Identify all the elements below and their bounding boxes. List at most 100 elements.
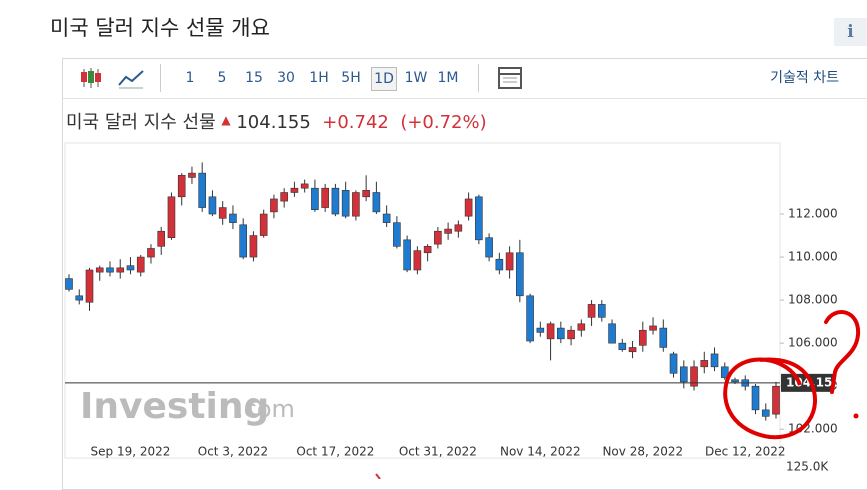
candle-body bbox=[341, 190, 350, 217]
candle-body bbox=[772, 385, 780, 415]
candle-body bbox=[177, 174, 186, 198]
candle-body bbox=[638, 329, 647, 346]
candle-body bbox=[536, 327, 545, 333]
candle-body bbox=[65, 278, 73, 290]
annotation-question bbox=[824, 310, 861, 394]
candle-body bbox=[434, 230, 442, 245]
separator bbox=[160, 64, 161, 92]
candle-body bbox=[608, 323, 616, 344]
candle-body bbox=[393, 222, 401, 247]
interval-button[interactable]: 5H bbox=[341, 70, 361, 86]
candle-body bbox=[413, 250, 422, 271]
interval-button[interactable]: 5 bbox=[217, 70, 227, 86]
candle-body bbox=[526, 295, 534, 342]
candle-body bbox=[218, 207, 227, 219]
candle-body bbox=[136, 256, 145, 273]
annotation-dot bbox=[853, 413, 859, 419]
candle-body bbox=[710, 353, 719, 368]
candle-body bbox=[495, 258, 504, 271]
candle-body bbox=[690, 366, 698, 387]
interval-button[interactable]: 15 bbox=[245, 70, 263, 86]
candle-body bbox=[679, 366, 688, 383]
candle-body bbox=[546, 323, 555, 340]
candle-body bbox=[362, 190, 370, 198]
x-tick-label: Dec 12, 2022 bbox=[705, 445, 785, 459]
change: +0.742 bbox=[322, 112, 389, 133]
y-tick-label: 108.000 bbox=[788, 293, 838, 307]
candle-body bbox=[628, 347, 637, 353]
interval-button[interactable]: 1H bbox=[309, 70, 329, 86]
candle-body bbox=[475, 196, 483, 241]
candle-body bbox=[95, 267, 104, 273]
candle-body bbox=[85, 269, 94, 303]
candle-body bbox=[321, 187, 329, 208]
candle-body bbox=[352, 192, 360, 217]
candle-body bbox=[557, 327, 565, 340]
candle-body bbox=[649, 325, 657, 331]
interval-button[interactable]: 30 bbox=[277, 70, 295, 86]
candle-body bbox=[167, 196, 176, 238]
up-arrow: ▲ bbox=[221, 113, 231, 127]
watermark-brand: Investing bbox=[80, 386, 269, 427]
volume-label: 125.0K bbox=[786, 460, 829, 474]
candle-body bbox=[126, 265, 135, 271]
interval-button[interactable]: 1 bbox=[185, 70, 195, 86]
candle-body bbox=[720, 366, 729, 378]
candle-body bbox=[157, 230, 166, 247]
candle-body bbox=[669, 353, 678, 374]
candle-body bbox=[659, 327, 668, 348]
candle-body bbox=[751, 385, 760, 411]
interval-button[interactable]: 1M bbox=[437, 70, 459, 86]
candle-body bbox=[147, 248, 155, 258]
x-tick-label: Nov 14, 2022 bbox=[500, 445, 581, 459]
candle-body bbox=[618, 342, 627, 350]
candle-body bbox=[239, 224, 247, 258]
watermark-suffix: .com bbox=[236, 395, 295, 423]
interval-button[interactable]: 1D bbox=[371, 67, 397, 91]
interval-button[interactable]: 1W bbox=[404, 70, 428, 86]
line-icon[interactable] bbox=[116, 63, 146, 93]
annotation-circle bbox=[723, 357, 817, 440]
candle-body bbox=[577, 323, 586, 331]
candle-body bbox=[116, 267, 125, 273]
y-tick-label: 112.000 bbox=[788, 207, 838, 221]
page-title: 미국 달러 지수 선물 개요 bbox=[50, 16, 270, 40]
volume-bar bbox=[375, 473, 381, 479]
chart: Investing .com 125.0K 102.000104.000106.… bbox=[64, 142, 861, 479]
candle-body bbox=[403, 239, 411, 271]
candle-body bbox=[311, 187, 319, 211]
candle-body bbox=[444, 228, 452, 234]
candle-body bbox=[331, 187, 340, 215]
candle-body bbox=[259, 213, 268, 236]
change-percent: (+0.72%) bbox=[400, 112, 487, 133]
candle-body bbox=[249, 235, 258, 258]
candle-body bbox=[280, 192, 288, 202]
x-tick-label: Sep 19, 2022 bbox=[91, 445, 171, 459]
candle-body bbox=[700, 360, 709, 368]
candle-body bbox=[587, 304, 596, 318]
candle-body bbox=[75, 295, 84, 301]
candle-body bbox=[598, 304, 606, 318]
technical-chart-link[interactable]: 기술적 차트 bbox=[770, 70, 839, 86]
quote-line: 미국 달러 지수 선물 ▲ 104.155 +0.742 (+0.72%) bbox=[66, 108, 487, 134]
candle-body bbox=[270, 198, 278, 213]
x-tick-label: Oct 17, 2022 bbox=[296, 445, 374, 459]
candle-body bbox=[198, 172, 207, 208]
candle-body bbox=[567, 329, 575, 340]
last-price-tag bbox=[781, 373, 833, 392]
y-tick-label: 110.000 bbox=[788, 250, 838, 264]
candle-body bbox=[106, 267, 114, 273]
candle-body bbox=[454, 224, 463, 232]
last-price-label: 104.155 bbox=[786, 375, 841, 389]
page: 미국 달러 지수 선물 개요 i 기술적 차트 1 5 15 30 1H 5H 1D 1W 1M… bbox=[50, 16, 867, 490]
candle-body bbox=[229, 213, 237, 223]
y-tick-label: 106.000 bbox=[788, 336, 838, 350]
candle-body bbox=[485, 237, 493, 258]
candle-body bbox=[464, 198, 473, 217]
info-button[interactable]: i bbox=[834, 18, 867, 46]
x-tick-label: Oct 3, 2022 bbox=[198, 445, 268, 459]
candle-body bbox=[761, 409, 770, 417]
table-icon[interactable] bbox=[495, 63, 525, 93]
instrument-name: 미국 달러 지수 선물 bbox=[66, 112, 216, 133]
candle-icon[interactable] bbox=[76, 63, 106, 93]
